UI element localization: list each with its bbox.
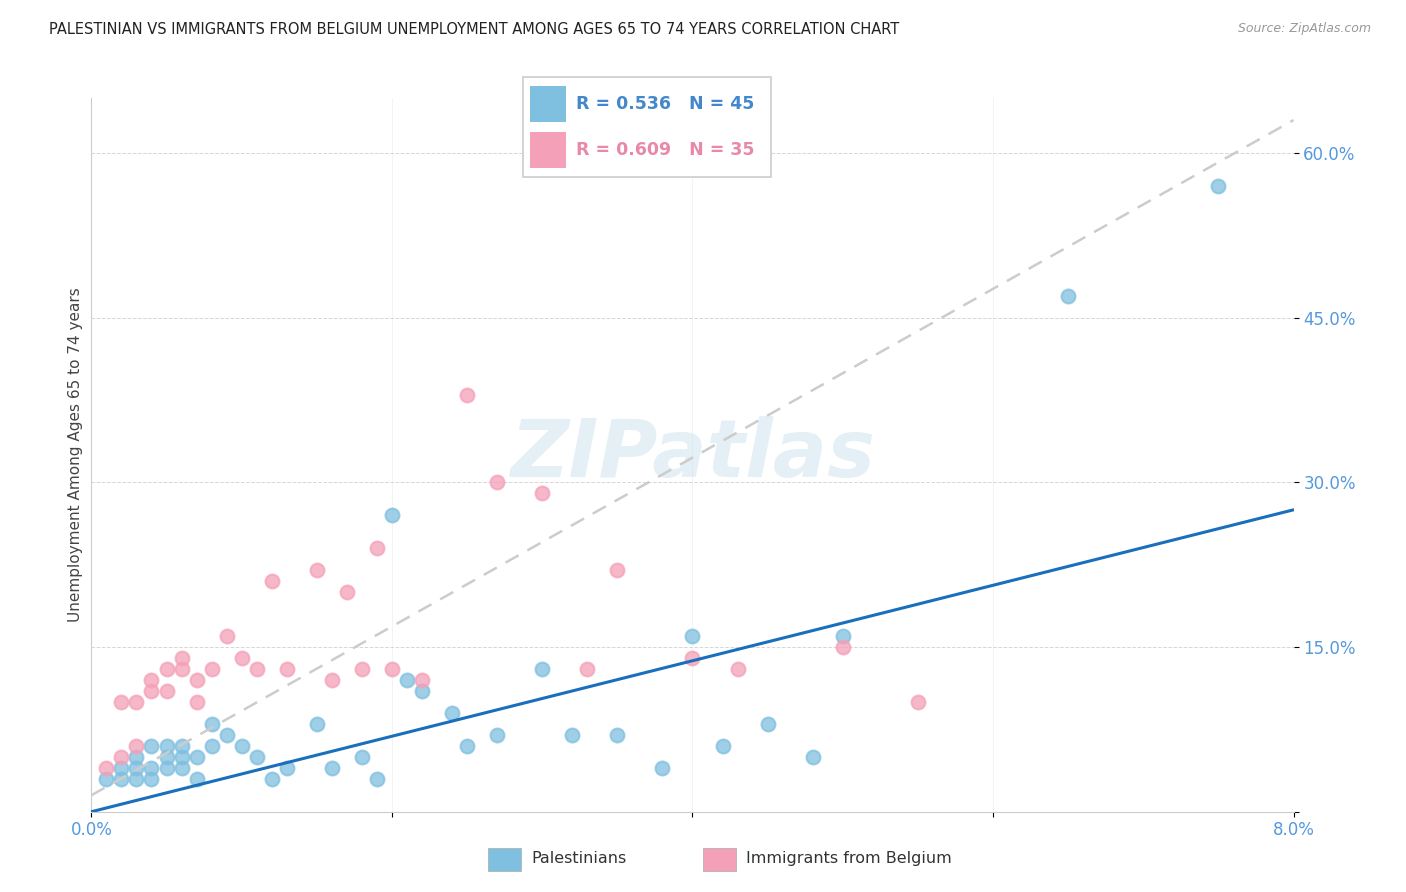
Y-axis label: Unemployment Among Ages 65 to 74 years: Unemployment Among Ages 65 to 74 years (67, 287, 83, 623)
Point (170, 662, 193, 676)
Point (756, 717, 779, 731)
Point (681, 629, 703, 643)
Bar (530, 87, 565, 122)
FancyBboxPatch shape (523, 77, 770, 178)
Point (456, 739, 478, 753)
Point (170, 761, 193, 775)
Point (125, 739, 148, 753)
Point (486, 475, 509, 490)
Point (381, 662, 404, 676)
Point (141, 673, 163, 687)
Point (125, 749, 148, 764)
Point (606, 728, 628, 742)
Point (186, 673, 208, 687)
Point (125, 695, 148, 709)
Point (411, 684, 433, 698)
Point (215, 629, 238, 643)
Point (276, 761, 298, 775)
Point (801, 749, 824, 764)
Point (305, 717, 328, 731)
Point (141, 684, 163, 698)
Point (321, 673, 343, 687)
Point (411, 673, 433, 687)
Point (186, 772, 208, 786)
Text: R = 0.609   N = 35: R = 0.609 N = 35 (576, 141, 755, 159)
Point (831, 629, 853, 643)
Point (155, 662, 177, 676)
Point (711, 739, 734, 753)
Point (350, 749, 373, 764)
Point (260, 574, 283, 589)
Point (321, 761, 343, 775)
Point (561, 728, 583, 742)
Point (276, 662, 298, 676)
Point (606, 563, 628, 577)
Point (201, 662, 224, 676)
Point (231, 651, 253, 665)
Point (1057, 289, 1080, 303)
Point (366, 772, 388, 786)
Point (486, 728, 509, 742)
Point (456, 387, 478, 401)
Point (651, 761, 673, 775)
Point (141, 761, 163, 775)
Bar (703, 848, 737, 871)
Point (110, 772, 132, 786)
Point (576, 662, 599, 676)
Point (155, 749, 177, 764)
Point (125, 761, 148, 775)
Point (727, 662, 749, 676)
Point (260, 772, 283, 786)
Point (155, 684, 177, 698)
Point (170, 739, 193, 753)
Point (170, 749, 193, 764)
Bar (488, 848, 522, 871)
Point (201, 739, 224, 753)
Text: Palestinians: Palestinians (531, 851, 626, 866)
Point (440, 706, 463, 720)
Text: PALESTINIAN VS IMMIGRANTS FROM BELGIUM UNEMPLOYMENT AMONG AGES 65 TO 74 YEARS CO: PALESTINIAN VS IMMIGRANTS FROM BELGIUM U… (49, 22, 900, 37)
Text: Source: ZipAtlas.com: Source: ZipAtlas.com (1237, 22, 1371, 36)
Text: ZIPatlas: ZIPatlas (510, 416, 875, 494)
Point (531, 662, 554, 676)
Point (186, 695, 208, 709)
Point (215, 728, 238, 742)
Point (155, 761, 177, 775)
Point (246, 662, 269, 676)
Point (231, 739, 253, 753)
Point (155, 739, 177, 753)
Point (246, 749, 269, 764)
Point (170, 651, 193, 665)
Point (186, 749, 208, 764)
Point (831, 640, 853, 654)
Text: Immigrants from Belgium: Immigrants from Belgium (747, 851, 952, 866)
Point (141, 772, 163, 786)
Point (907, 695, 929, 709)
Point (681, 651, 703, 665)
Point (305, 563, 328, 577)
Point (381, 508, 404, 523)
Point (1208, 178, 1230, 193)
Point (350, 662, 373, 676)
Text: R = 0.536   N = 45: R = 0.536 N = 45 (576, 95, 754, 113)
Point (125, 772, 148, 786)
Point (395, 673, 418, 687)
Point (96, 772, 118, 786)
Point (110, 695, 132, 709)
Point (141, 739, 163, 753)
Point (201, 717, 224, 731)
Point (96, 761, 118, 775)
Point (110, 749, 132, 764)
Point (336, 585, 359, 599)
Point (531, 486, 554, 500)
Bar (530, 132, 565, 168)
Point (366, 541, 388, 556)
Point (110, 761, 132, 775)
